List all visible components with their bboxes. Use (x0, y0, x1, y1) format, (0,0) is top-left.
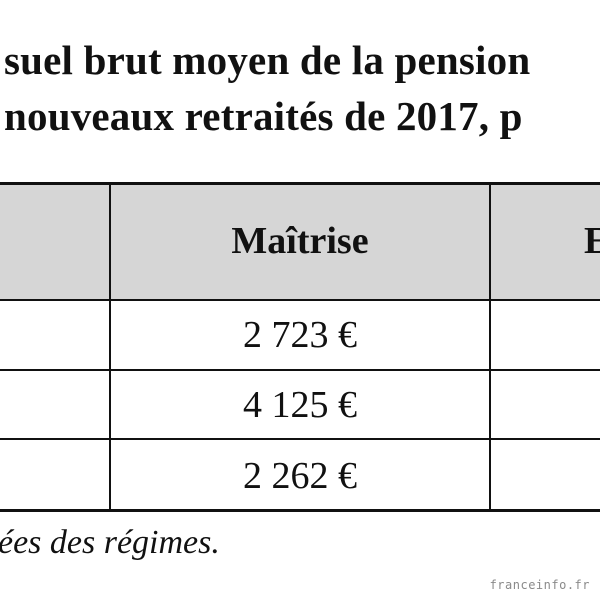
row-2-category (0, 370, 110, 439)
pension-table: Maîtrise E 2 723 € 4 125 € 2 262 € (0, 182, 600, 512)
header-cell-maitrise: Maîtrise (110, 182, 490, 300)
row-3-next (490, 439, 600, 512)
row-2-next (490, 370, 600, 439)
table-column-divider-2 (489, 182, 491, 512)
table-border-bottom (0, 509, 600, 512)
row-1-next (490, 300, 600, 370)
table-column-divider-1 (109, 182, 111, 512)
row-1-category (0, 300, 110, 370)
table-row-divider-2 (0, 438, 600, 440)
header-cell-next: E (490, 182, 600, 300)
source-note: ées des régimes. (0, 524, 220, 561)
table-row-divider-1 (0, 369, 600, 371)
title-line-2: nouveaux retraités de 2017, p (4, 93, 523, 139)
row-2-maitrise: 4 125 € (243, 383, 357, 426)
table-border-top (0, 182, 600, 185)
header-cell-category (0, 182, 110, 300)
row-3-category (0, 439, 110, 512)
header-cell-next-label: E (584, 220, 600, 262)
title-line-1: suel brut moyen de la pension (4, 37, 531, 83)
row-3-maitrise: 2 262 € (243, 454, 357, 497)
row-1-maitrise: 2 723 € (243, 314, 357, 356)
franceinfo-watermark: franceinfo.fr (489, 578, 590, 592)
table-header-divider (0, 299, 600, 301)
